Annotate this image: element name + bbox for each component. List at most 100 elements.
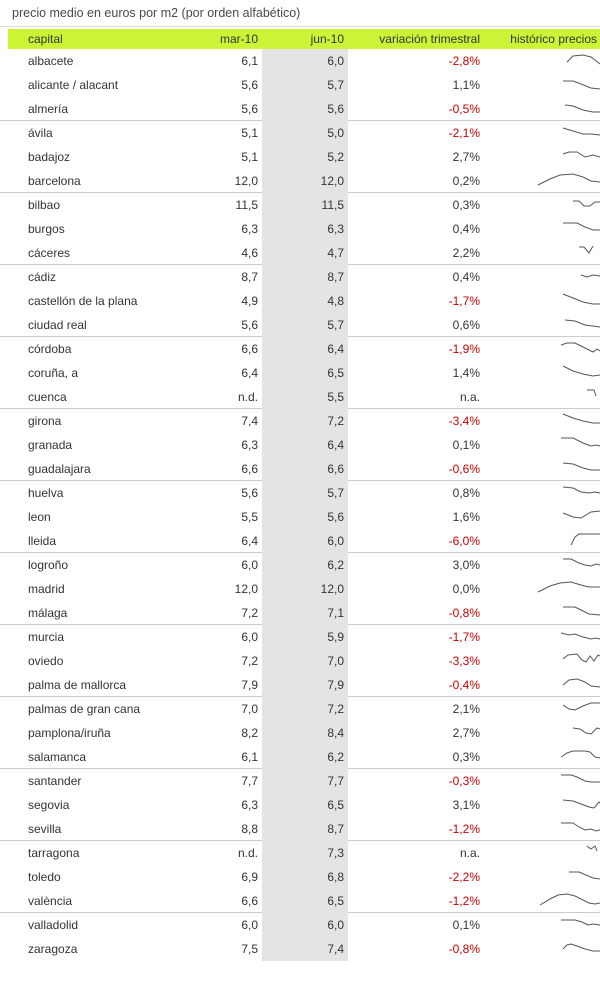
sparkline-chart — [562, 413, 600, 424]
price-table: capital mar-10 jun-10 variación trimestr… — [0, 29, 600, 961]
sparkline-chart — [564, 319, 600, 327]
mar10-cell: 6,0 — [241, 558, 258, 572]
table-row: girona 7,4 7,2 -3,4% — [0, 409, 600, 433]
variacion-cell: 2,7% — [452, 150, 480, 164]
jun10-cell: 5,0 — [262, 121, 348, 145]
table-row: badajoz 5,1 5,2 2,7% — [0, 145, 600, 169]
table-row: valladolid 6,0 6,0 0,1% — [0, 913, 600, 937]
table-row: burgos 6,3 6,3 0,4% — [0, 217, 600, 241]
capital-cell: zaragoza — [28, 942, 78, 956]
mar10-cell: 7,7 — [241, 774, 258, 788]
mar10-cell: 7,5 — [241, 942, 258, 956]
sparkline-chart — [562, 510, 600, 519]
variacion-cell: -1,2% — [448, 893, 480, 908]
table-row: palmas de gran cana 7,0 7,2 2,1% — [0, 697, 600, 721]
jun10-cell: 5,6 — [262, 505, 348, 529]
page-title: precio medio en euros por m2 (por orden … — [12, 6, 301, 20]
sparkline-chart — [586, 845, 598, 852]
capital-cell: cuenca — [28, 389, 67, 404]
historico-sparkline — [482, 505, 600, 529]
mar10-cell: n.d. — [237, 846, 258, 860]
mar10-cell: 5,6 — [241, 101, 258, 116]
sparkline-chart — [562, 486, 600, 494]
mar10-cell: 5,1 — [241, 150, 258, 164]
variacion-cell: -3,3% — [448, 654, 480, 668]
mar10-cell: 12,0 — [234, 582, 258, 596]
sparkline-chart — [562, 462, 600, 470]
sparkline-chart — [573, 200, 600, 207]
sparkline-chart — [561, 774, 600, 783]
variacion-cell: -1,2% — [448, 821, 480, 836]
capital-cell: logroño — [28, 558, 69, 572]
jun10-cell: 7,7 — [262, 769, 348, 793]
jun10-cell: 6,8 — [262, 865, 348, 889]
sparkline-chart — [564, 104, 600, 112]
capital-cell: albacete — [28, 54, 74, 68]
mar10-cell: n.d. — [237, 389, 258, 404]
sparkline-chart — [562, 653, 600, 663]
table-row: granada 6,3 6,4 0,1% — [0, 433, 600, 457]
historico-sparkline — [482, 937, 600, 961]
capital-cell: castellón de la plana — [28, 294, 138, 308]
historico-sparkline — [482, 769, 600, 793]
historico-sparkline — [482, 745, 600, 769]
variacion-cell: 0,0% — [452, 582, 480, 596]
mar10-cell: 6,0 — [241, 918, 258, 932]
jun10-cell: 6,0 — [262, 913, 348, 937]
variacion-cell: 2,7% — [452, 726, 480, 740]
sparkline-chart — [561, 919, 600, 926]
sparkline-chart — [539, 892, 600, 905]
historico-sparkline — [482, 145, 600, 169]
mar10-cell: 7,0 — [241, 702, 258, 716]
historico-sparkline — [482, 673, 600, 697]
jun10-cell: 7,0 — [262, 649, 348, 673]
mar10-cell: 5,1 — [241, 126, 258, 140]
historico-sparkline — [482, 577, 600, 601]
variacion-cell: 1,6% — [452, 510, 480, 524]
table-row: huelva 5,6 5,7 0,8% — [0, 481, 600, 505]
mar10-cell: 6,6 — [241, 342, 258, 356]
jun10-cell: 6,2 — [262, 744, 348, 769]
mar10-cell: 7,4 — [241, 414, 258, 428]
historico-sparkline — [482, 793, 600, 817]
mar10-cell: 6,0 — [241, 630, 258, 644]
variacion-cell: 3,0% — [452, 558, 480, 572]
mar10-cell: 6,3 — [241, 438, 258, 452]
capital-cell: barcelona — [28, 173, 81, 188]
mar10-cell: 6,1 — [241, 54, 258, 68]
jun10-cell: 7,1 — [262, 600, 348, 625]
column-header-historico: histórico precios — [510, 32, 597, 46]
capital-cell: granada — [28, 438, 73, 452]
jun10-cell: 12,0 — [262, 577, 348, 601]
table-row: sevilla 8,8 8,7 -1,2% — [0, 816, 600, 841]
historico-sparkline — [482, 601, 600, 625]
jun10-cell: 7,3 — [262, 841, 348, 865]
jun10-cell: 6,3 — [262, 217, 348, 241]
variacion-cell: -3,4% — [448, 414, 480, 428]
table-row: salamanca 6,1 6,2 0,3% — [0, 744, 600, 769]
capital-cell: oviedo — [28, 654, 64, 668]
mar10-cell: 6,9 — [241, 870, 258, 884]
title-divider — [0, 26, 600, 27]
column-header-variacion: variación trimestral — [379, 32, 480, 46]
table-body: albacete 6,1 6,0 -2,8% alicante / alacan… — [0, 49, 600, 961]
historico-sparkline — [482, 121, 600, 145]
sparkline-chart — [562, 799, 600, 809]
historico-sparkline — [482, 241, 600, 265]
historico-sparkline — [482, 217, 600, 241]
jun10-cell: 5,5 — [262, 384, 348, 409]
capital-cell: madrid — [28, 582, 65, 596]
table-row: lleida 6,4 6,0 -6,0% — [0, 528, 600, 553]
historico-sparkline — [482, 385, 600, 409]
historico-sparkline — [482, 913, 600, 937]
variacion-cell: 0,4% — [452, 270, 480, 284]
mar10-cell: 8,7 — [241, 270, 258, 284]
jun10-cell: 7,2 — [262, 697, 348, 721]
variacion-cell: 1,4% — [452, 366, 480, 380]
jun10-cell: 5,2 — [262, 145, 348, 169]
table-row: alicante / alacant 5,6 5,7 1,1% — [0, 73, 600, 97]
sparkline-chart — [562, 293, 600, 305]
historico-sparkline — [482, 313, 600, 337]
variacion-cell: 0,4% — [452, 222, 480, 236]
jun10-cell: 8,7 — [262, 265, 348, 289]
